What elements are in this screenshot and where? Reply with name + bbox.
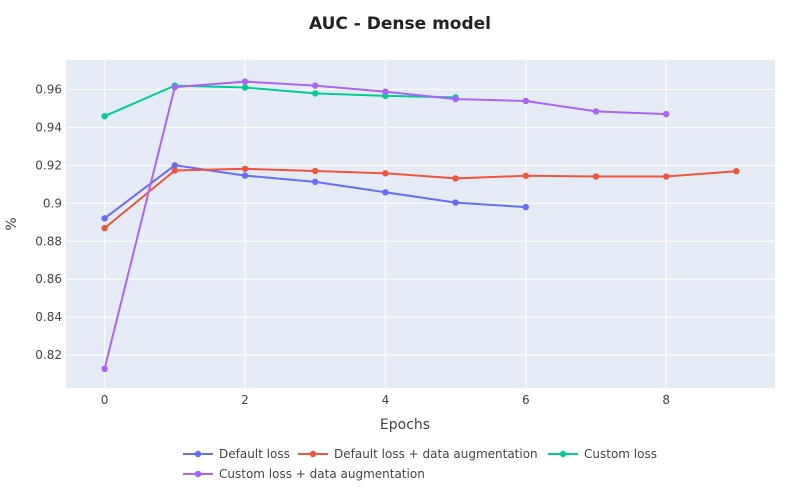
data-point[interactable]	[452, 95, 459, 103]
x-tick-label: 2	[241, 393, 249, 407]
legend-label: Default loss + data augmentation	[334, 447, 538, 461]
y-tick-label: 0.82	[35, 348, 62, 362]
data-point[interactable]	[312, 167, 319, 175]
legend-item-default-loss-data-augmentation[interactable]: Default loss + data augmentation	[298, 447, 538, 461]
x-tick-label: 0	[101, 393, 109, 407]
data-point[interactable]	[592, 173, 600, 180]
legend-marker-swatch	[194, 450, 202, 458]
x-tick-labels: 0 2 4 6 8	[101, 393, 670, 407]
data-point[interactable]	[592, 108, 600, 115]
x-tick-label: 6	[522, 393, 530, 407]
data-point[interactable]	[241, 165, 249, 172]
data-point[interactable]	[101, 365, 108, 373]
legend-label: Default loss	[219, 447, 290, 461]
data-point[interactable]	[452, 199, 459, 206]
legend-marker-swatch	[309, 450, 317, 458]
data-point[interactable]	[733, 168, 740, 175]
plot-area	[66, 60, 775, 388]
data-point[interactable]	[452, 175, 459, 182]
x-tick-label: 8	[662, 393, 670, 407]
legend-label: Custom loss	[584, 447, 657, 461]
data-point[interactable]	[522, 172, 529, 179]
y-tick-label: 0.84	[35, 310, 62, 324]
y-tick-label: 0.9	[43, 196, 62, 210]
data-point[interactable]	[522, 203, 529, 211]
legend-marker-swatch	[194, 470, 202, 478]
data-point[interactable]	[312, 178, 319, 186]
data-point[interactable]	[662, 110, 670, 118]
y-tick-label: 0.94	[35, 120, 62, 134]
x-axis-label: Epochs	[380, 417, 430, 433]
data-point[interactable]	[101, 215, 108, 222]
data-point[interactable]	[171, 162, 179, 169]
y-tick-label: 0.86	[35, 272, 62, 286]
data-point[interactable]	[241, 84, 249, 91]
data-point[interactable]	[382, 189, 389, 196]
y-gridlines	[66, 88, 775, 356]
y-tick-label: 0.92	[35, 158, 62, 172]
data-point[interactable]	[171, 83, 179, 91]
legend-item-custom-loss[interactable]: Custom loss	[548, 447, 657, 461]
y-tick-labels: 0.82 0.84 0.86 0.88 0.9 0.92 0.94 0.96	[35, 82, 62, 362]
y-tick-label: 0.96	[35, 82, 62, 96]
data-point[interactable]	[101, 112, 108, 120]
legend-item-default-loss[interactable]: Default loss	[183, 447, 290, 461]
data-point[interactable]	[382, 170, 389, 177]
data-point[interactable]	[241, 78, 249, 85]
series-line	[103, 167, 737, 229]
legend-item-custom-loss-data-augmentation[interactable]: Custom loss + data augmentation	[183, 467, 425, 481]
series-custom-loss-data-augmentation	[101, 78, 670, 373]
data-point[interactable]	[312, 90, 319, 97]
data-point[interactable]	[382, 88, 389, 95]
data-point[interactable]	[171, 167, 179, 174]
series-default-loss-data-augmentation	[101, 165, 740, 232]
y-tick-label: 0.88	[35, 234, 62, 248]
series-layer	[101, 78, 740, 373]
y-axis-label: %	[4, 217, 20, 230]
legend-label: Custom loss + data augmentation	[219, 467, 425, 481]
series-default-loss	[101, 162, 529, 222]
data-point[interactable]	[662, 173, 670, 180]
series-line	[104, 84, 456, 118]
data-point[interactable]	[312, 82, 319, 89]
legend-marker-swatch	[559, 450, 567, 458]
data-point[interactable]	[101, 224, 108, 232]
chart-title: AUC - Dense model	[309, 14, 491, 34]
x-tick-label: 4	[382, 393, 390, 407]
data-point[interactable]	[241, 172, 249, 179]
data-point[interactable]	[522, 97, 529, 105]
legend[interactable]: Default loss Default loss + data augmenta…	[183, 447, 657, 481]
